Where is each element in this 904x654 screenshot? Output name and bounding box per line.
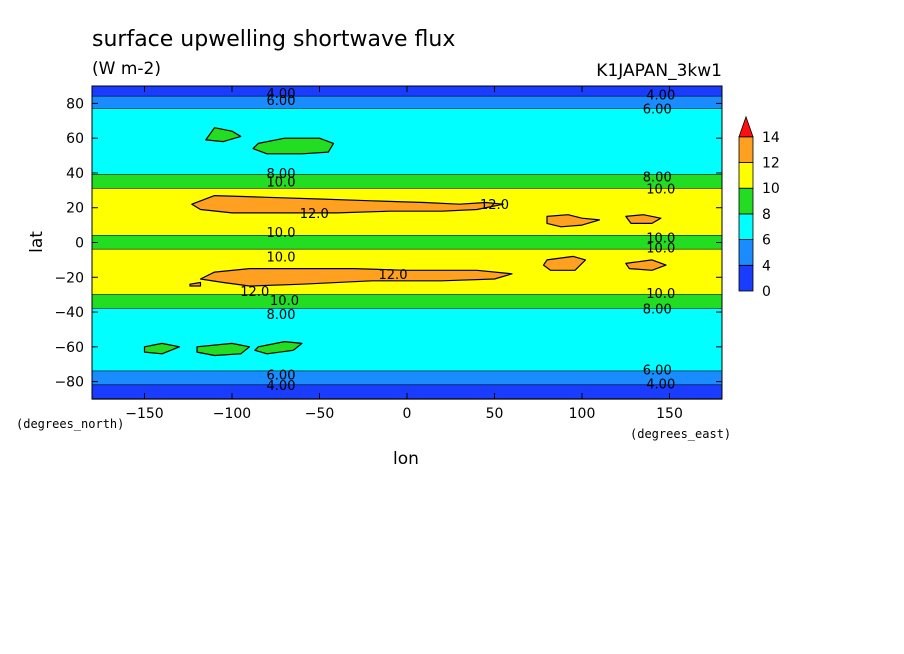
flux-patch xyxy=(625,214,662,224)
x-tick-label: −50 xyxy=(305,406,335,422)
contour-label: 12.0 xyxy=(300,207,329,222)
chart-title: surface upwelling shortwave flux xyxy=(92,27,455,52)
x-tick-label: 50 xyxy=(486,406,504,422)
contour-label: 10.0 xyxy=(267,226,296,241)
colorbar-label: 6 xyxy=(762,233,771,249)
flux-patch xyxy=(542,255,587,271)
contour-label: 10.0 xyxy=(646,287,675,302)
colorbar-segment xyxy=(738,162,754,189)
contour-label: 10.0 xyxy=(646,242,675,257)
y-tick-label: 80 xyxy=(66,96,84,112)
colorbar-label: 10 xyxy=(762,181,780,197)
colorbar-segment xyxy=(738,239,754,266)
contour-label: 10.0 xyxy=(270,294,299,309)
x-tick-label: −150 xyxy=(125,406,163,422)
x-tick-label: 0 xyxy=(403,406,412,422)
contour-label: 4.00 xyxy=(646,89,675,104)
y-tick-label: 20 xyxy=(66,201,84,217)
y-tick-label: 0 xyxy=(75,236,84,252)
contour-label: 10.0 xyxy=(267,176,296,191)
colorbar-label: 14 xyxy=(762,130,780,146)
flux-patch xyxy=(254,341,303,355)
flux-patch xyxy=(252,137,335,155)
x-axis-ticks: −150 −100 −50 0 50 100 150 xyxy=(125,86,683,422)
flux-band xyxy=(92,235,722,250)
contour-label: 6.00 xyxy=(643,103,672,118)
contour-label: 10.0 xyxy=(646,183,675,198)
y-tick-label: −40 xyxy=(54,305,84,321)
colorbar-label: 8 xyxy=(762,207,771,223)
colorbar-label: 12 xyxy=(762,156,780,172)
flux-band xyxy=(92,294,722,309)
y-axis-ticks: 80 60 40 20 0 −20 −40 −60 −80 xyxy=(54,96,722,391)
contour-label: 8.00 xyxy=(643,303,672,318)
colorbar-segment xyxy=(738,264,754,292)
contour-label: 4.00 xyxy=(267,87,296,102)
colorbar-segment xyxy=(738,136,754,163)
contour-label: 6.00 xyxy=(267,369,296,384)
y-tick-label: 40 xyxy=(66,166,84,182)
flux-patch xyxy=(625,259,667,271)
flux-band xyxy=(92,188,722,236)
contour-label: 10.0 xyxy=(646,231,675,246)
chart-units: (W m-2) xyxy=(92,59,161,79)
flux-patch xyxy=(189,281,202,287)
y-tick-label: −20 xyxy=(54,270,84,286)
contour-label: 8.00 xyxy=(643,170,672,185)
dataset-label: K1JAPAN_3kw1 xyxy=(596,61,722,81)
flux-band xyxy=(92,385,722,399)
flux-band xyxy=(92,308,722,372)
contour-label: 8.00 xyxy=(267,308,296,323)
colorbar-segment xyxy=(738,187,754,215)
y-units-label: (degrees_north) xyxy=(16,417,124,431)
contour-label: 12.0 xyxy=(379,268,408,283)
x-tick-label: 100 xyxy=(569,406,596,422)
x-tick-label: −100 xyxy=(213,406,251,422)
colorbar-label: 0 xyxy=(762,284,771,300)
flux-patch xyxy=(143,342,181,355)
colorbar-label: 4 xyxy=(762,258,771,274)
flux-band xyxy=(92,174,722,189)
contour-label: 4.00 xyxy=(267,379,296,394)
flux-patch xyxy=(546,214,601,228)
flux-band xyxy=(92,371,722,386)
y-tick-label: −60 xyxy=(54,340,84,356)
x-units-label: (degrees_east) xyxy=(630,427,731,441)
colorbar-segment xyxy=(738,213,754,240)
contour-label: 4.00 xyxy=(646,377,675,392)
y-axis-label: lat xyxy=(27,231,47,253)
contour-label: 8.00 xyxy=(267,167,296,182)
colorbar: 0 4 6 8 10 12 14 xyxy=(738,115,780,300)
flux-patch xyxy=(205,127,242,143)
x-axis-label: lon xyxy=(393,449,419,469)
contour-label: 6.00 xyxy=(267,94,296,109)
flux-patch xyxy=(191,195,504,214)
colorbar-arrow xyxy=(738,115,754,138)
y-tick-label: 60 xyxy=(66,131,84,147)
flux-patch xyxy=(196,342,251,357)
flux-band xyxy=(92,108,722,175)
band-layer xyxy=(92,86,722,400)
contour-label: 12.0 xyxy=(480,198,509,213)
contour-label: 6.00 xyxy=(643,363,672,378)
patch-layer xyxy=(143,127,667,357)
y-tick-label: −80 xyxy=(54,375,84,391)
flux-patch xyxy=(199,268,513,287)
flux-band xyxy=(92,96,722,109)
contour-label: 10.0 xyxy=(267,250,296,265)
contour-label: 12.0 xyxy=(240,285,269,300)
x-tick-label: 150 xyxy=(656,406,683,422)
